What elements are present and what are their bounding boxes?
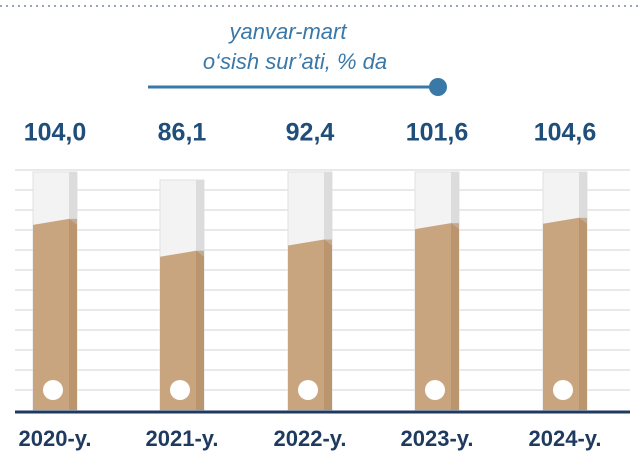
bar [415,223,459,410]
bar-side [69,218,77,410]
value-label: 104,6 [534,119,597,147]
value-label: 104,0 [24,119,87,147]
bar [543,217,587,410]
x-tick-label: 2022-y. [274,426,347,451]
x-tick-label: 2024-y. [529,426,602,451]
bar-dot [43,380,63,400]
chart-title: yanvar-mart [228,19,348,44]
bar [160,250,204,410]
value-label: 101,6 [406,119,469,147]
bar-side [451,223,459,410]
bar-dot [298,380,318,400]
bar-dot [170,380,190,400]
bar-dot [425,380,445,400]
bar [33,218,77,410]
x-tick-label: 2021-y. [146,426,219,451]
bar-side [579,217,587,410]
chart-subtitle: o‘sish sur’ati, % da [203,49,387,74]
value-label: 86,1 [158,119,207,147]
x-tick-label: 2023-y. [401,426,474,451]
x-tick-label: 2020-y. [19,426,92,451]
bar-side [324,239,332,410]
bar-dot [553,380,573,400]
bar-side [196,250,204,410]
value-label: 92,4 [286,119,335,147]
bar [288,239,332,410]
title-dot [429,78,447,96]
